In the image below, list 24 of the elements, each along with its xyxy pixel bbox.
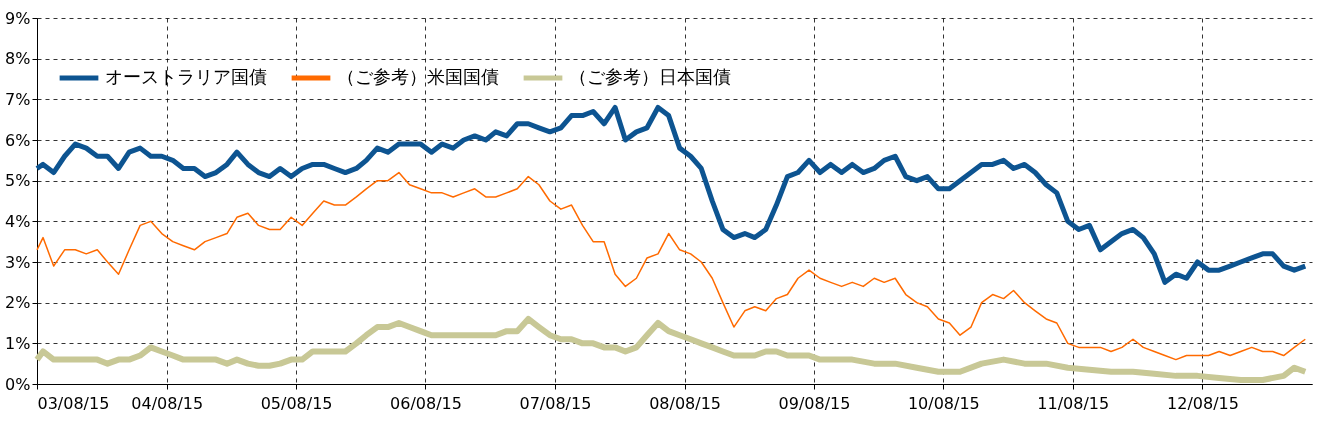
x-tick-label: 08/08/15 [649,393,722,413]
y-tick-label: 7% [5,89,31,109]
line-series [36,171,1307,361]
y-tick-label: 1% [5,333,31,353]
legend-label: （ご参考）日本国債 [569,66,731,87]
x-tick-label: 06/08/15 [390,393,462,413]
x-tick-label: 11/08/15 [1037,393,1110,413]
x-tick-label: 03/08/15 [37,393,110,413]
y-tick-label: 3% [5,252,31,272]
y-tick-label: 6% [5,130,31,150]
y-tick-label: 8% [5,49,31,69]
x-tick-label: 10/08/15 [907,393,980,413]
legend-label: （ご参考）米国国債 [337,66,499,87]
y-tick-label: 5% [5,171,31,191]
x-tick-label: 09/08/15 [778,393,851,413]
y-tick-label: 9% [5,8,31,28]
x-tick-label: 12/08/15 [1167,393,1239,413]
x-tick-label: 05/08/15 [260,393,333,413]
x-tick-label: 07/08/15 [519,393,592,413]
y-tick-label: 4% [5,211,31,231]
y-tick-label: 2% [5,293,31,313]
x-tick-label: 04/08/15 [131,393,204,413]
legend-label: オーストラリア国債 [105,66,267,87]
y-tick-label: 0% [5,374,31,394]
